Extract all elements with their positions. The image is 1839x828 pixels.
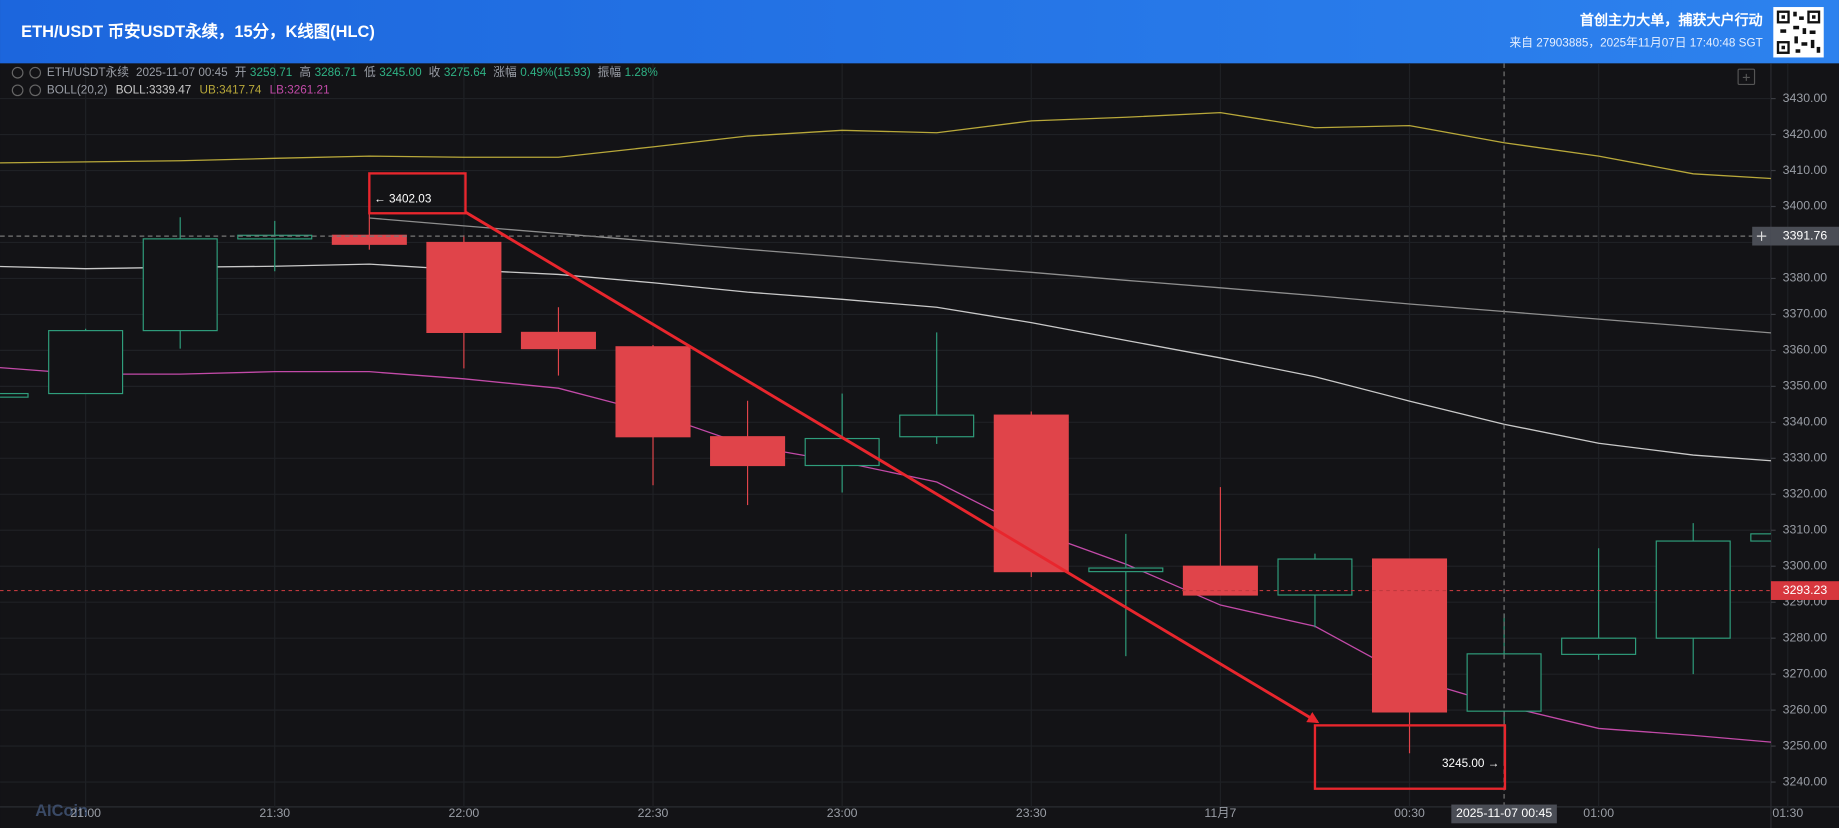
legend-field-label: 收 xyxy=(429,65,441,79)
chart-settings-icon[interactable] xyxy=(1737,68,1756,86)
header-slogan: 首创主力大单，捕获大户行动 xyxy=(1580,12,1763,28)
trend-arrow xyxy=(464,210,1320,724)
legend-field-label: 高 xyxy=(299,65,311,79)
y-tick-label: 3300.00 xyxy=(1783,558,1828,572)
last-price-box xyxy=(1770,581,1839,600)
candle-body xyxy=(237,234,313,240)
crosshair-time-label: 2025-11-07 00:45 xyxy=(1456,806,1552,820)
candle-body xyxy=(1655,540,1731,639)
legend-settings-icon[interactable] xyxy=(29,66,42,79)
y-tick-label: 3280.00 xyxy=(1783,630,1828,644)
header-title: ETH/USDT 币安USDT永续，15分，K线图(HLC) xyxy=(21,22,375,41)
x-tick-label: 00:30 xyxy=(1394,806,1425,820)
y-tick-label: 3420.00 xyxy=(1783,127,1828,141)
legend-symbol: ETH/USDT永续 xyxy=(47,65,129,79)
indicator-name: BOLL(20,2) xyxy=(47,83,108,96)
legend-field-label: 开 xyxy=(235,66,247,79)
header-bar xyxy=(0,0,1839,64)
legend-visibility-icon[interactable] xyxy=(11,66,24,79)
candle-body xyxy=(426,241,502,333)
indicator-line xyxy=(369,217,1771,334)
legend-field-label: 涨幅 xyxy=(493,65,517,79)
indicator-value: LB:3261.21 xyxy=(270,83,330,96)
x-tick-label: 22:00 xyxy=(448,806,479,820)
header-source: 来自 27903885，2025年11月07日 17:40:48 SGT xyxy=(1510,35,1763,49)
x-tick-label: 21:30 xyxy=(259,806,290,820)
candle-body xyxy=(1277,558,1353,596)
crosshair-add-button[interactable] xyxy=(1752,226,1771,246)
legend-field-value: 1.28% xyxy=(625,66,658,79)
x-tick-label: 23:30 xyxy=(1016,806,1047,820)
y-tick-label: 3330.00 xyxy=(1783,451,1828,465)
qr-code xyxy=(1773,7,1824,58)
annotation-box-low xyxy=(1313,724,1507,790)
x-tick-label: 22:30 xyxy=(638,806,669,820)
x-tick-label: 21:00 xyxy=(70,806,101,820)
candle-body xyxy=(899,414,975,438)
crosshair-price-label: 3391.76 xyxy=(1783,228,1828,242)
y-tick-label: 3430.00 xyxy=(1783,91,1828,105)
y-tick-label: 3400.00 xyxy=(1783,199,1828,213)
candle-body xyxy=(710,436,786,467)
last-price-label: 3293.23 xyxy=(1783,583,1828,597)
legend-field-value: 3275.64 xyxy=(444,66,487,79)
annotation-box-high xyxy=(368,172,467,215)
y-tick-label: 3370.00 xyxy=(1783,307,1828,321)
indicator-line xyxy=(0,111,1771,180)
legend-field-label: 振幅 xyxy=(598,65,622,79)
candle-body xyxy=(993,414,1069,573)
y-tick-label: 3240.00 xyxy=(1783,774,1828,788)
y-tick-label: 3260.00 xyxy=(1783,702,1828,716)
watermark: AICoin xyxy=(35,802,88,820)
indicator-visibility-icon[interactable] xyxy=(11,84,24,97)
y-tick-label: 3380.00 xyxy=(1783,271,1828,285)
x-tick-label: 11月7 xyxy=(1204,806,1236,820)
candle-body xyxy=(520,331,596,350)
annotation-low: 3245.00 → xyxy=(1442,757,1499,770)
indicator-alert-icon[interactable] xyxy=(29,84,42,97)
candle-body xyxy=(1750,533,1771,542)
candle-body xyxy=(142,238,218,332)
candle-body xyxy=(615,346,691,438)
legend-field-label: 低 xyxy=(364,66,376,79)
legend-field-value: 0.49%(15.93) xyxy=(520,66,590,79)
y-tick-label: 3340.00 xyxy=(1783,415,1828,429)
candle-body xyxy=(1561,637,1637,655)
legend-time: 2025-11-07 00:45 xyxy=(136,66,228,79)
indicator-value: UB:3417.74 xyxy=(200,83,262,96)
candle-body xyxy=(1088,567,1164,573)
candle-body xyxy=(1371,558,1448,713)
x-tick-label: 23:00 xyxy=(827,806,858,820)
candle-body xyxy=(331,234,407,245)
x-tick-label: 01:00 xyxy=(1583,806,1614,820)
legend-field-value: 3259.71 xyxy=(250,66,292,79)
candle-body xyxy=(0,392,29,398)
x-tick-label: 01:30 xyxy=(1772,806,1803,820)
indicator-line xyxy=(0,263,1771,462)
y-tick-label: 3410.00 xyxy=(1783,163,1828,177)
crosshair-time-box xyxy=(1451,804,1557,824)
indicator-value: BOLL:3339.47 xyxy=(116,83,192,96)
y-tick-label: 3270.00 xyxy=(1783,666,1828,680)
y-tick-label: 3250.00 xyxy=(1783,738,1828,752)
candle-body xyxy=(48,330,124,395)
y-tick-label: 3350.00 xyxy=(1783,379,1828,393)
crosshair-price-box xyxy=(1770,226,1839,246)
y-tick-label: 3360.00 xyxy=(1783,343,1828,357)
annotation-high: ← 3402.03 xyxy=(374,192,431,205)
legend-field-value: 3245.00 xyxy=(379,66,422,79)
plot-area xyxy=(0,63,1771,807)
grid xyxy=(0,63,1789,807)
y-tick-label: 3320.00 xyxy=(1783,487,1828,501)
add-button-icon xyxy=(1756,231,1767,241)
legend-field-value: 3286.71 xyxy=(315,66,357,79)
y-tick-label: 3310.00 xyxy=(1783,523,1828,537)
overlay: 3240.003250.003260.003270.003280.003290.… xyxy=(47,65,1839,824)
